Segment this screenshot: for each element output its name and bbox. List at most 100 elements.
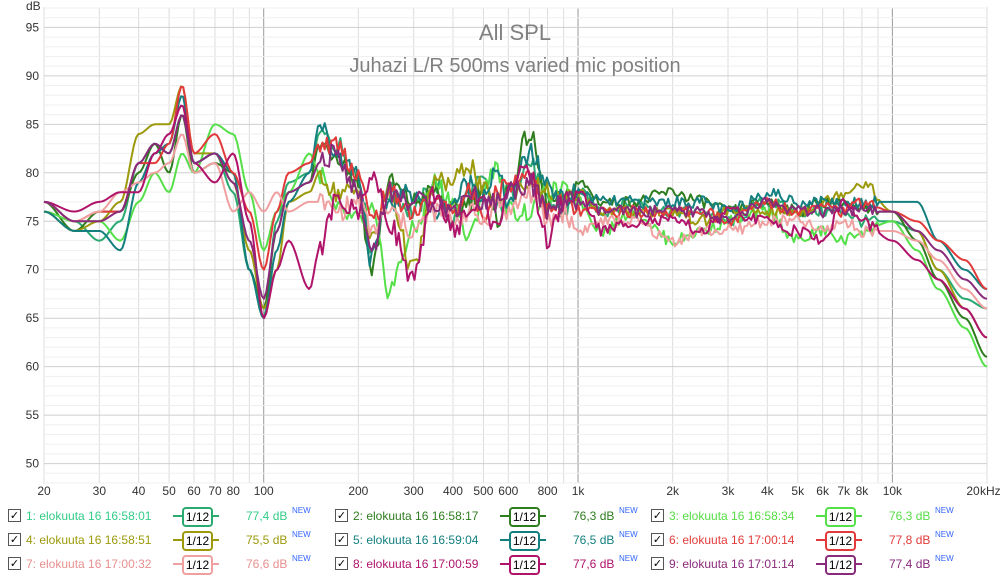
legend-item-1: ✓ 1: elokuuta 16 16:58:01 1/12 77,4 dB N…	[0, 505, 330, 529]
legend-checkbox-1[interactable]: ✓	[8, 509, 21, 522]
x-tick-label: 80	[227, 484, 241, 498]
x-tick-label: 600	[498, 484, 518, 498]
legend-spl-3: 76,3 dB	[889, 509, 931, 523]
smoothing-label-8: 1/12	[509, 555, 540, 575]
smoothing-button-2[interactable]: 1/12	[500, 505, 546, 527]
grid	[43, 7, 988, 484]
legend-label-1: 1: elokuuta 16 16:58:01	[26, 509, 152, 523]
legend-label-6: 6: elokuuta 16 17:00:14	[669, 533, 795, 547]
new-badge-9: NEW	[935, 554, 954, 563]
legend-label-9: 9: elokuuta 16 17:01:14	[669, 557, 795, 571]
x-tick-label: 4k	[761, 484, 775, 498]
chart-subtitle: Juhazi L/R 500ms varied mic position	[349, 55, 680, 77]
smoothing-button-8[interactable]: 1/12	[500, 553, 546, 575]
x-tick-label: 7k	[837, 484, 851, 498]
x-unit-label: kHz	[980, 484, 1001, 498]
series-line-9	[43, 114, 988, 300]
new-badge-8: NEW	[619, 554, 638, 563]
y-tick-label: 50	[26, 457, 40, 471]
x-tick-label: 100	[254, 484, 274, 498]
legend-label-4: 4: elokuuta 16 16:58:51	[26, 533, 152, 547]
x-tick-label: 6k	[816, 484, 830, 498]
smoothing-label-3: 1/12	[825, 507, 856, 527]
legend-label-3: 3: elokuuta 16 16:58:34	[669, 509, 795, 523]
y-tick-label: 65	[26, 311, 40, 325]
legend-checkbox-6[interactable]: ✓	[651, 533, 664, 546]
smoothing-button-7[interactable]: 1/12	[173, 553, 219, 575]
x-tick-label: 30	[93, 484, 107, 498]
new-badge-4: NEW	[292, 530, 311, 539]
smoothing-button-9[interactable]: 1/12	[816, 553, 862, 575]
x-tick-label: 20	[37, 484, 51, 498]
legend-row: ✓ 7: elokuuta 16 17:00:32 1/12 76,6 dB N…	[0, 553, 1008, 577]
y-tick-label: 90	[26, 69, 40, 83]
legend-row: ✓ 1: elokuuta 16 16:58:01 1/12 77,4 dB N…	[0, 505, 1008, 529]
legend-spl-9: 77,4 dB	[889, 557, 931, 571]
new-badge-5: NEW	[619, 530, 638, 539]
legend-label-2: 2: elokuuta 16 16:58:17	[353, 509, 479, 523]
x-tick-label: 50	[162, 484, 176, 498]
x-tick-label: 400	[443, 484, 463, 498]
legend-item-2: ✓ 2: elokuuta 16 16:58:17 1/12 76,3 dB N…	[327, 505, 657, 529]
smoothing-label-6: 1/12	[825, 531, 856, 551]
legend-item-5: ✓ 5: elokuuta 16 16:59:04 1/12 76,5 dB N…	[327, 529, 657, 553]
legend-checkbox-5[interactable]: ✓	[335, 533, 348, 546]
smoothing-label-1: 1/12	[182, 507, 213, 527]
legend-checkbox-9[interactable]: ✓	[651, 557, 664, 570]
y-tick-label: 75	[26, 214, 40, 228]
smoothing-label-5: 1/12	[509, 531, 540, 551]
legend-item-9: ✓ 9: elokuuta 16 17:01:14 1/12 77,4 dB N…	[643, 553, 973, 577]
x-tick-label: 20	[966, 484, 980, 498]
smoothing-label-9: 1/12	[825, 555, 856, 575]
spl-chart: 50 55 60 65 70 75 80 85 90 95 20 30 40 50 60 70 80 100 200…	[26, 0, 1001, 498]
x-tick-label: 300	[404, 484, 424, 498]
x-tick-label: 3k	[722, 484, 736, 498]
legend: ✓ 1: elokuuta 16 16:58:01 1/12 77,4 dB N…	[0, 503, 1008, 577]
new-badge-6: NEW	[935, 530, 954, 539]
y-tick-label: 85	[26, 117, 40, 131]
legend-spl-4: 75,5 dB	[246, 533, 288, 547]
x-tick-label: 70	[208, 484, 222, 498]
legend-spl-6: 77,8 dB	[889, 533, 931, 547]
legend-checkbox-4[interactable]: ✓	[8, 533, 21, 546]
legend-spl-7: 76,6 dB	[246, 557, 288, 571]
smoothing-button-5[interactable]: 1/12	[500, 529, 546, 551]
smoothing-button-6[interactable]: 1/12	[816, 529, 862, 551]
new-badge-2: NEW	[619, 506, 638, 515]
series-lines	[43, 85, 988, 368]
legend-spl-1: 77,4 dB	[246, 509, 288, 523]
y-tick-label: 60	[26, 360, 40, 374]
smoothing-button-3[interactable]: 1/12	[816, 505, 862, 527]
y-tick-label: 55	[26, 408, 40, 422]
x-tick-label: 1k	[572, 484, 586, 498]
legend-checkbox-2[interactable]: ✓	[335, 509, 348, 522]
new-badge-7: NEW	[292, 554, 311, 563]
legend-item-4: ✓ 4: elokuuta 16 16:58:51 1/12 75,5 dB N…	[0, 529, 330, 553]
x-tick-label: 500	[473, 484, 493, 498]
smoothing-button-1[interactable]: 1/12	[173, 505, 219, 527]
legend-checkbox-8[interactable]: ✓	[335, 557, 348, 570]
y-tick-label: 95	[26, 20, 40, 34]
x-tick-label: 60	[187, 484, 201, 498]
y-tick-label: 80	[26, 166, 40, 180]
legend-item-3: ✓ 3: elokuuta 16 16:58:34 1/12 76,3 dB N…	[643, 505, 973, 529]
smoothing-label-7: 1/12	[182, 555, 213, 575]
legend-item-6: ✓ 6: elokuuta 16 17:00:14 1/12 77,8 dB N…	[643, 529, 973, 553]
legend-checkbox-7[interactable]: ✓	[8, 557, 21, 570]
legend-label-8: 8: elokuuta 16 17:00:59	[353, 557, 479, 571]
chart-title: All SPL	[479, 20, 551, 45]
smoothing-button-4[interactable]: 1/12	[173, 529, 219, 551]
y-unit-label: dB	[26, 0, 41, 13]
smoothing-label-4: 1/12	[182, 531, 213, 551]
legend-spl-8: 77,6 dB	[573, 557, 615, 571]
y-tick-label: 70	[26, 263, 40, 277]
x-tick-label: 2k	[666, 484, 680, 498]
series-line-6	[43, 85, 988, 291]
x-tick-label: 40	[132, 484, 146, 498]
x-tick-label: 8k	[856, 484, 870, 498]
legend-label-5: 5: elokuuta 16 16:59:04	[353, 533, 479, 547]
legend-row: ✓ 4: elokuuta 16 16:58:51 1/12 75,5 dB N…	[0, 529, 1008, 553]
legend-checkbox-3[interactable]: ✓	[651, 509, 664, 522]
axis-labels: 50 55 60 65 70 75 80 85 90 95 20 30 40 50 60 70 80 100 200…	[26, 20, 1001, 498]
series-line-8	[43, 104, 988, 339]
